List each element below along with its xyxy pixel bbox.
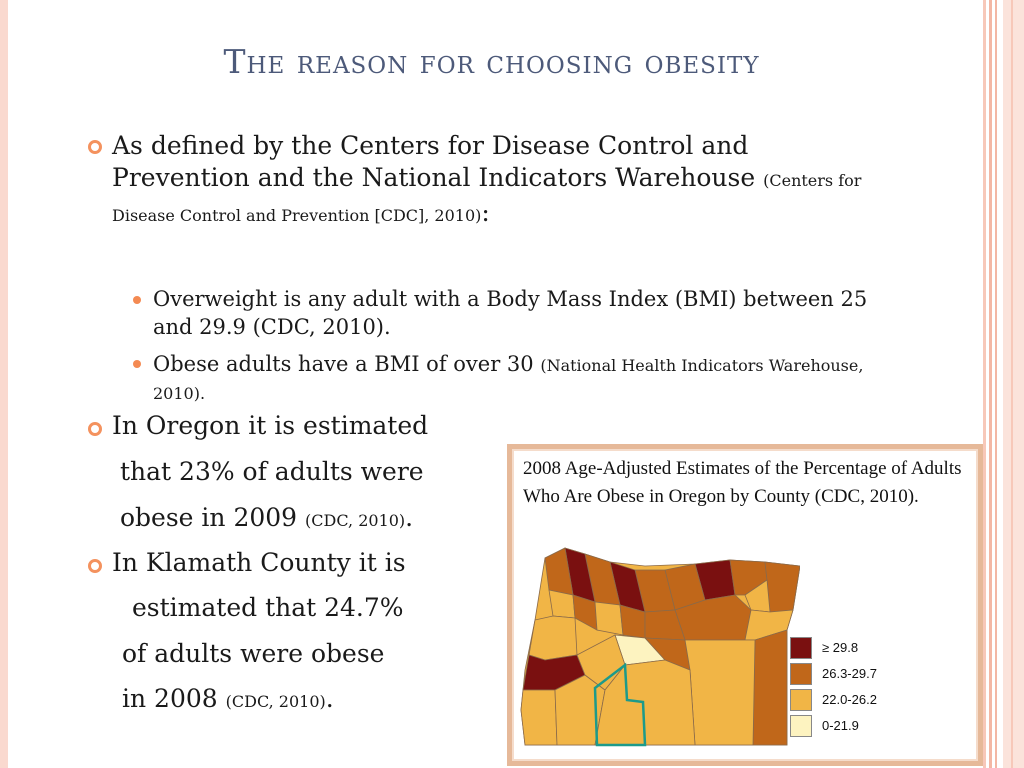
klamath-line-1: In Klamath County it is	[112, 548, 406, 577]
citation: (CDC, 2010)	[225, 692, 326, 711]
legend-swatch	[790, 715, 812, 737]
left-border	[0, 0, 8, 768]
citation: (CDC, 2010)	[305, 511, 406, 530]
oregon-county-map	[520, 547, 800, 747]
klamath-line-4: in 2008 (CDC, 2010).	[122, 684, 334, 713]
oregon-line-1: In Oregon it is estimated	[112, 411, 429, 440]
oregon-line-3: obese in 2009 (CDC, 2010).	[120, 503, 414, 532]
sub-bullet-dot-icon	[133, 360, 141, 368]
citation: (Centers for Disease Control and Prevent…	[112, 171, 862, 225]
bullet-definition-text: As defined by the Centers for Disease Co…	[112, 131, 756, 192]
legend-swatch	[790, 689, 812, 711]
citation: (National Health Indicators Warehouse, 2…	[153, 356, 864, 403]
bullet-definition: As defined by the Centers for Disease Co…	[112, 131, 862, 227]
slide-title: The reason for choosing obesity	[223, 42, 760, 81]
map-caption: 2008 Age-Adjusted Estimates of the Perce…	[523, 458, 962, 507]
klamath-line-2: estimated that 24.7%	[132, 593, 404, 622]
legend-swatch	[790, 637, 812, 659]
legend-swatch	[790, 663, 812, 685]
sub-bullet-obese: Obese adults have a BMI of over 30 (Nati…	[153, 352, 864, 403]
bullet-ring-icon	[88, 140, 102, 154]
bullet-ring-icon	[88, 422, 102, 436]
bullet-ring-icon	[88, 559, 102, 573]
klamath-line-3: of adults were obese	[122, 639, 385, 668]
klamath-county-highlight	[593, 662, 647, 747]
sub-bullet-overweight: Overweight is any adult with a Body Mass…	[153, 287, 868, 339]
oregon-line-2: that 23% of adults were	[120, 457, 424, 486]
sub-bullet-dot-icon	[133, 296, 141, 304]
right-border	[983, 0, 1024, 768]
